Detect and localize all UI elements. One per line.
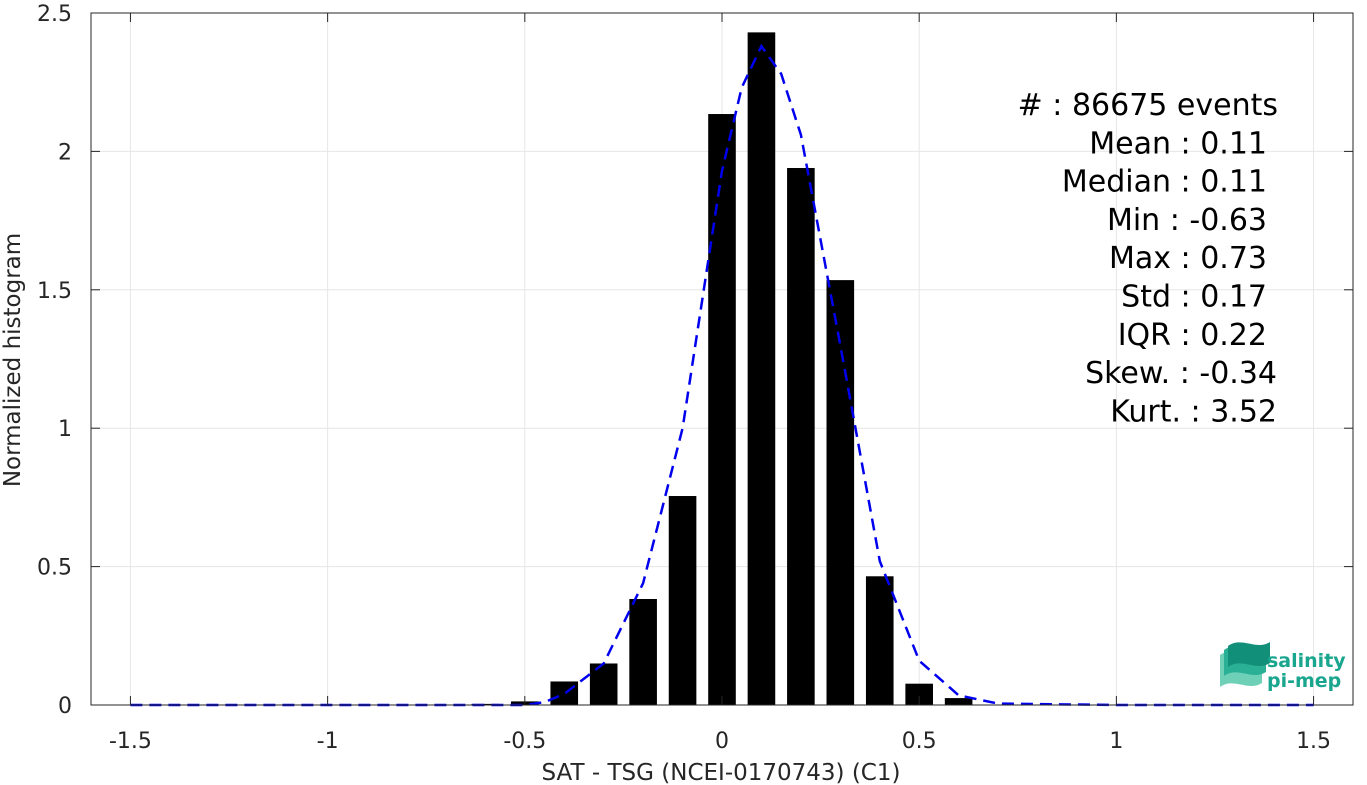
salinity-pi-mep-logo: salinity pi-mep bbox=[1220, 642, 1346, 692]
x-axis-label: SAT - TSG (NCEI-0170743) (C1) bbox=[542, 760, 901, 785]
y-tick-label-1: 0.5 bbox=[37, 556, 72, 581]
stat-line-6: IQR : 0.22 bbox=[1118, 318, 1267, 353]
histogram-bar-3 bbox=[589, 663, 618, 705]
bars-group bbox=[471, 32, 973, 706]
histogram-bar-0 bbox=[471, 703, 500, 705]
histogram-bar-11 bbox=[905, 683, 933, 705]
stat-line-5: Std : 0.17 bbox=[1121, 280, 1267, 315]
y-tick-label-0: 0 bbox=[58, 694, 72, 719]
stat-line-7: Skew. : -0.34 bbox=[1085, 356, 1277, 391]
stat-line-2: Median : 0.11 bbox=[1062, 165, 1267, 200]
stat-line-4: Max : 0.73 bbox=[1109, 241, 1267, 276]
histogram-bar-9 bbox=[826, 280, 855, 705]
y-tick-label-4: 2 bbox=[58, 140, 72, 165]
wave-logo-icon bbox=[1220, 642, 1270, 687]
x-tick-label-4: 0.5 bbox=[902, 729, 937, 754]
x-tick-label-0: -1.5 bbox=[109, 729, 152, 754]
y-axis-label: Normalized histogram bbox=[0, 233, 26, 487]
histogram-bar-6 bbox=[708, 114, 736, 706]
y-tick-label-2: 1 bbox=[58, 417, 72, 442]
x-tick-label-2: -0.5 bbox=[503, 729, 546, 754]
x-tick-labels: -1.5 -1 -0.5 0 0.5 1 1.5 bbox=[109, 729, 1331, 754]
histogram-bar-8 bbox=[787, 168, 815, 705]
x-tick-label-6: 1.5 bbox=[1296, 729, 1331, 754]
y-tick-label-5: 2.5 bbox=[37, 2, 72, 27]
x-tick-label-1: -1 bbox=[317, 729, 339, 754]
stat-line-3: Min : -0.63 bbox=[1107, 203, 1267, 238]
y-tick-label-3: 1.5 bbox=[37, 279, 72, 304]
logo-text-line1: salinity bbox=[1267, 650, 1346, 672]
x-tick-label-3: 0 bbox=[715, 729, 729, 754]
stat-line-0: # : 86675 events bbox=[1018, 88, 1278, 123]
x-tick-label-5: 1 bbox=[1109, 729, 1123, 754]
logo-text-line2: pi-mep bbox=[1267, 670, 1341, 692]
stat-line-8: Kurt. : 3.52 bbox=[1110, 394, 1277, 429]
stat-line-1: Mean : 0.11 bbox=[1089, 126, 1267, 161]
histogram-bar-10 bbox=[865, 576, 894, 705]
fit-curve bbox=[130, 43, 1314, 707]
histogram-bar-12 bbox=[944, 698, 973, 705]
histogram-bar-5 bbox=[668, 496, 697, 705]
y-tick-labels: 0 0.5 1 1.5 2 2.5 bbox=[37, 2, 72, 719]
histogram-bar-4 bbox=[629, 598, 657, 705]
histogram-bar-7 bbox=[747, 32, 776, 706]
tick-marks bbox=[91, 12, 1353, 706]
